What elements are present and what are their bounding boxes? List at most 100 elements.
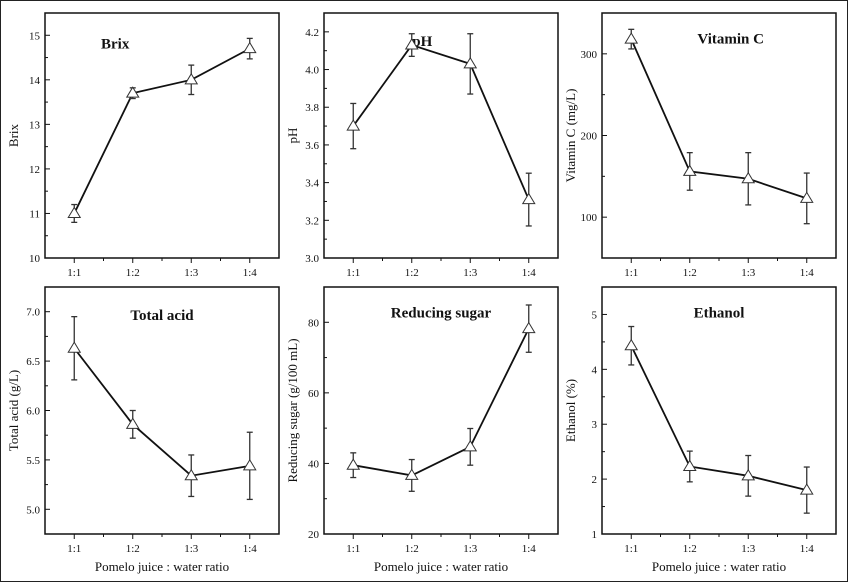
- y-tick-label: 200: [581, 131, 598, 143]
- chart-title: Ethanol: [694, 306, 745, 322]
- data-point-triangle: [799, 191, 814, 203]
- y-tick-label: 5.5: [26, 455, 40, 467]
- data-point-triangle: [741, 468, 756, 481]
- plot-frame: [323, 286, 559, 535]
- data-point-triangle: [799, 483, 814, 495]
- x-tick-label: 1:2: [126, 267, 140, 279]
- x-tick-label: 1:4: [800, 267, 815, 279]
- series-line: [353, 328, 530, 477]
- y-tick-label: 4: [592, 364, 598, 376]
- data-point-triangle: [521, 321, 536, 334]
- y-tick-label: 4.2: [305, 27, 319, 39]
- data-point-triangle: [346, 119, 361, 131]
- panel-ethanol: 1 2 3 4 5 1:1 1:2 1:3 1:4 Ethanol Ethanol (%) Pomel…: [563, 286, 837, 574]
- series-line: [352, 43, 530, 200]
- series-line: [73, 347, 250, 477]
- panel-vitamin-c: 100 200 300 1:1 1:2 1:3 1:4 Vitamin C Vitamin C …: [563, 12, 837, 279]
- y-tick-label: 3.2: [305, 215, 319, 227]
- y-axis-label: Reducing sugar (g/100 mL): [285, 338, 300, 482]
- data-point-triangle: [404, 38, 419, 50]
- y-tick-label: 300: [581, 49, 598, 61]
- chart-title: Vitamin C: [697, 32, 764, 48]
- series-line: [73, 47, 251, 214]
- data-point-triangle: [242, 41, 257, 54]
- y-axis-label: pH: [285, 128, 300, 144]
- y-tick-label: 15: [29, 30, 41, 42]
- panel-total-acid: 5.0 5.5 6.0 6.5 7.0 1:1 1:2 1:3 1:4 Total acid Tot…: [6, 286, 280, 574]
- data-point-triangle: [682, 164, 697, 176]
- y-tick-label: 3.4: [305, 178, 319, 190]
- x-axis-label: Pomelo juice : water ratio: [652, 559, 786, 574]
- series-line: [630, 345, 807, 491]
- y-tick-label: 12: [29, 164, 40, 176]
- x-tick-label: 1:3: [184, 267, 199, 279]
- x-tick-label: 1:4: [243, 267, 258, 279]
- y-tick-label: 6.5: [26, 356, 40, 368]
- data-point-triangle: [184, 468, 199, 481]
- x-tick-label: 1:1: [624, 543, 638, 555]
- x-tick-label: 1:4: [800, 543, 815, 555]
- x-tick-label: 1:2: [683, 543, 697, 555]
- y-tick-label: 1: [592, 529, 598, 541]
- data-point-triangle: [463, 56, 478, 69]
- x-axis-label: Pomelo juice : water ratio: [374, 559, 508, 574]
- y-tick-label: 10: [29, 253, 41, 265]
- x-tick-label: 1:1: [67, 543, 81, 555]
- data-point-triangle: [624, 338, 639, 351]
- y-tick-label: 3.8: [305, 102, 319, 114]
- plot-frame: [601, 12, 837, 259]
- y-axis-label: Brix: [6, 123, 21, 147]
- x-tick-label: 1:4: [522, 267, 537, 279]
- x-tick-label: 1:1: [624, 267, 638, 279]
- data-point-triangle: [346, 458, 361, 470]
- y-axis-label: Ethanol (%): [563, 379, 578, 442]
- x-tick-label: 1:4: [243, 543, 258, 555]
- y-tick-label: 20: [308, 529, 320, 541]
- data-point-triangle: [404, 468, 419, 480]
- data-point-triangle: [125, 86, 140, 98]
- y-tick-label: 2: [592, 474, 598, 486]
- plot-frame: [601, 286, 837, 535]
- data-point-triangle: [67, 206, 82, 218]
- data-point-triangle: [741, 171, 756, 184]
- data-point-triangle: [463, 439, 478, 452]
- x-tick-label: 1:1: [67, 267, 81, 279]
- panel-reducing-sugar: 20 40 60 80 1:1 1:2 1:3 1:4 Reducing sugar Reduci…: [285, 286, 559, 574]
- y-axis-label: Total acid (g/L): [6, 370, 21, 451]
- data-point-triangle: [624, 32, 639, 44]
- x-tick-label: 1:4: [522, 543, 537, 555]
- x-tick-label: 1:2: [405, 267, 419, 279]
- x-tick-label: 1:3: [463, 543, 478, 555]
- plot-frame: [44, 12, 280, 259]
- data-point-triangle: [521, 192, 536, 205]
- x-tick-label: 1:2: [126, 543, 140, 555]
- y-tick-label: 13: [29, 119, 41, 131]
- x-axis-label: Pomelo juice : water ratio: [95, 559, 229, 574]
- data-point-triangle: [184, 72, 199, 85]
- x-tick-label: 1:2: [683, 267, 697, 279]
- y-tick-label: 40: [308, 458, 320, 470]
- x-tick-label: 1:3: [741, 543, 756, 555]
- chart-title: Total acid: [130, 308, 194, 324]
- y-axis-label: Vitamin C (mg/L): [563, 89, 578, 183]
- series-line: [630, 38, 808, 200]
- panel-brix: 10 11 12 13 14 15 1:1 1:2 1:3 1:4 Brix Brix: [6, 12, 280, 279]
- x-tick-label: 1:1: [346, 543, 360, 555]
- y-tick-label: 14: [29, 75, 41, 87]
- y-tick-label: 5.0: [26, 504, 40, 516]
- x-tick-label: 1:3: [463, 267, 478, 279]
- plot-frame: [323, 12, 559, 259]
- y-tick-label: 5: [592, 309, 598, 321]
- y-tick-label: 3.0: [305, 253, 319, 265]
- y-tick-label: 60: [308, 388, 320, 400]
- x-tick-label: 1:2: [405, 543, 419, 555]
- y-tick-label: 80: [308, 317, 320, 329]
- y-tick-label: 6.0: [26, 406, 40, 418]
- y-tick-label: 7.0: [26, 307, 40, 319]
- y-tick-label: 3.6: [305, 140, 319, 152]
- y-tick-label: 3: [592, 419, 598, 431]
- chart-title: Reducing sugar: [391, 306, 492, 322]
